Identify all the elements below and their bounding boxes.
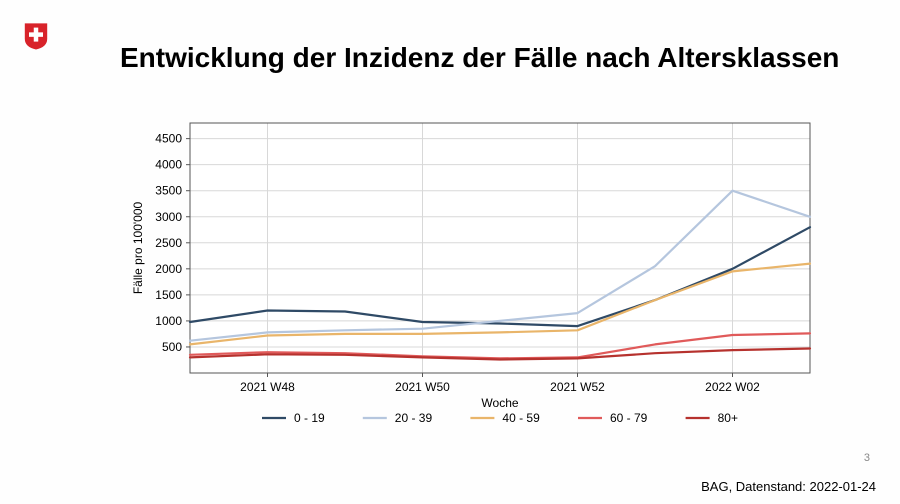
svg-text:500: 500 xyxy=(162,340,182,354)
svg-text:1500: 1500 xyxy=(155,288,182,302)
svg-text:60 - 79: 60 - 79 xyxy=(610,411,648,425)
svg-text:4000: 4000 xyxy=(155,158,182,172)
svg-text:2022 W02: 2022 W02 xyxy=(705,380,760,394)
svg-text:20 - 39: 20 - 39 xyxy=(395,411,433,425)
svg-text:3500: 3500 xyxy=(155,184,182,198)
svg-text:Woche: Woche xyxy=(481,396,518,410)
svg-text:2021 W52: 2021 W52 xyxy=(550,380,605,394)
svg-text:40 - 59: 40 - 59 xyxy=(502,411,540,425)
svg-text:4500: 4500 xyxy=(155,132,182,146)
svg-text:2000: 2000 xyxy=(155,262,182,276)
page-number: 3 xyxy=(864,452,870,464)
incidence-chart: 500 1000 1500 2000 2500 3000 3500 4000 4500 2021 … xyxy=(120,115,840,445)
svg-text:2021 W50: 2021 W50 xyxy=(395,380,450,394)
svg-text:3000: 3000 xyxy=(155,210,182,224)
svg-text:1000: 1000 xyxy=(155,314,182,328)
footer-datestamp: BAG, Datenstand: 2022-01-24 xyxy=(701,479,876,494)
page-title: Entwicklung der Inzidenz der Fälle nach … xyxy=(120,41,860,75)
shield-icon xyxy=(22,22,50,50)
swiss-logo xyxy=(22,22,50,50)
svg-text:2500: 2500 xyxy=(155,236,182,250)
svg-text:0 - 19: 0 - 19 xyxy=(294,411,325,425)
svg-text:80+: 80+ xyxy=(718,411,738,425)
svg-text:2021 W48: 2021 W48 xyxy=(240,380,295,394)
svg-text:Fälle pro 100'000: Fälle pro 100'000 xyxy=(131,201,145,294)
